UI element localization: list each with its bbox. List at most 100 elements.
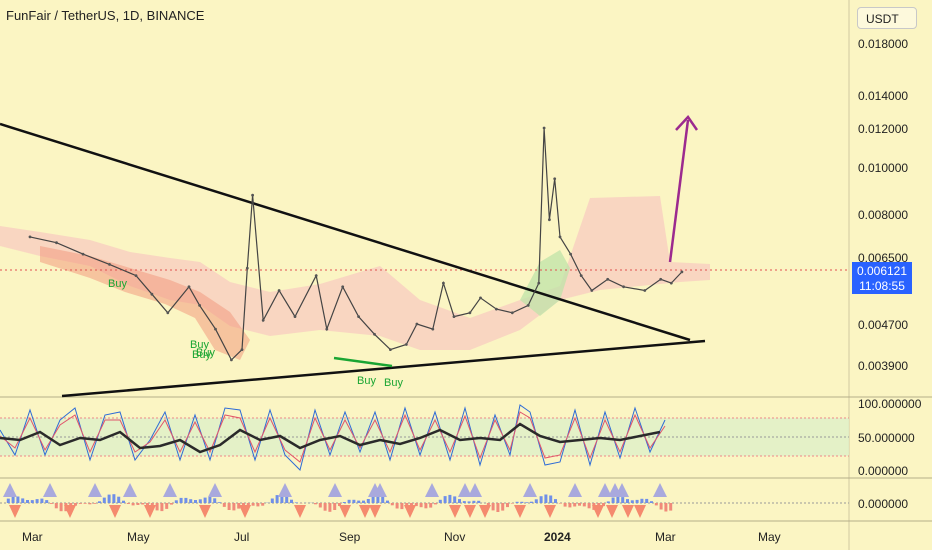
histogram-bar <box>549 495 553 503</box>
price-point <box>373 332 376 336</box>
histogram-bar <box>558 503 562 504</box>
indicator-axis-tick: 0.000000 <box>858 464 908 478</box>
price-point <box>452 315 456 318</box>
histogram-bar <box>170 503 173 505</box>
bar-countdown: 11:08:55 <box>859 279 905 293</box>
signal-triangle-down <box>634 505 646 518</box>
histogram-bar <box>74 503 77 506</box>
lower-trendline <box>61 339 706 398</box>
histogram-bar <box>395 503 399 509</box>
signal-triangle-down <box>294 505 306 518</box>
x-axis-tick: May <box>758 530 781 544</box>
buy-signal-line <box>333 356 393 368</box>
projection-arrow-line <box>668 119 690 263</box>
price-point <box>404 343 408 346</box>
histogram-bar <box>554 499 557 503</box>
histogram-bar <box>242 503 245 507</box>
histogram-bar <box>371 496 375 503</box>
histogram-bars <box>6 494 673 512</box>
price-point <box>198 304 202 307</box>
signal-triangle-down <box>606 505 618 518</box>
histogram-bar <box>88 503 92 505</box>
price-point <box>431 327 435 331</box>
stoch-k-line <box>0 404 666 471</box>
histogram-bar <box>30 500 34 503</box>
histogram-bar <box>563 503 567 507</box>
histogram-bar <box>352 499 356 503</box>
histogram-bar <box>184 497 188 503</box>
histogram-bar <box>227 503 231 510</box>
histogram-bar <box>290 499 293 503</box>
price-point <box>659 277 663 281</box>
signal-triangle-down <box>359 505 371 518</box>
price-point <box>569 252 572 256</box>
histogram-bar <box>59 503 63 512</box>
cloud-area <box>0 196 710 350</box>
projection-arrow-head <box>675 115 699 131</box>
histogram-bar <box>654 503 658 506</box>
price-axis-tick: 0.014000 <box>858 89 908 103</box>
histogram-bar <box>198 499 202 503</box>
histogram-bar <box>525 502 529 503</box>
price-point <box>542 126 546 130</box>
histogram-bar <box>11 496 15 503</box>
histogram-bar <box>357 500 361 503</box>
currency-button[interactable]: USDT <box>857 7 917 29</box>
chart-title: FunFair / TetherUS, 1D, BINANCE <box>6 8 205 23</box>
histogram-bar <box>126 503 130 504</box>
histogram-bar <box>347 499 351 503</box>
signal-triangle-up <box>523 483 537 497</box>
histogram-bar <box>390 503 394 506</box>
histogram-bar <box>26 500 29 503</box>
histogram-bar <box>520 501 524 503</box>
histogram-bar <box>338 503 341 506</box>
histogram-bar <box>275 495 279 503</box>
price-point <box>389 348 392 351</box>
histogram-bar <box>587 503 591 509</box>
signal-triangle-up <box>653 483 667 497</box>
signal-triangle-down <box>404 505 416 518</box>
price-axis-tick: 0.004700 <box>858 318 908 332</box>
histogram-bar <box>539 496 543 503</box>
histogram-bar <box>635 499 639 503</box>
histogram-bar <box>251 503 255 506</box>
histogram-bar <box>424 503 428 509</box>
histogram-bar <box>213 498 217 503</box>
histogram-bar <box>35 499 39 503</box>
signal-triangle-down <box>514 505 526 518</box>
signal-triangle-down <box>239 505 251 518</box>
histogram-bar <box>602 503 605 507</box>
price-point <box>526 304 530 307</box>
signal-triangle-up <box>278 483 292 497</box>
histogram-bar <box>54 503 58 509</box>
buy-label: Buy <box>357 375 376 387</box>
histogram-bar <box>208 496 212 503</box>
price-point <box>510 311 514 315</box>
x-axis-tick: Mar <box>655 530 676 544</box>
histogram-bar <box>222 503 226 507</box>
buy-label: Buy <box>192 349 211 361</box>
histogram-bar <box>194 500 197 503</box>
histogram-bar <box>40 498 44 503</box>
current-price-tag: 0.006121 11:08:55 <box>852 262 912 294</box>
histogram-bar <box>189 499 193 503</box>
histogram-bar <box>78 503 82 504</box>
histogram-bar <box>155 503 159 511</box>
signal-triangle-down <box>109 505 121 518</box>
price-axis-tick: 0.010000 <box>858 161 908 175</box>
signal-triangle-down <box>464 505 476 518</box>
histogram-bar <box>659 503 663 510</box>
histogram-bar <box>664 503 668 512</box>
histogram-bar <box>467 501 471 503</box>
histogram-bar <box>381 496 385 503</box>
x-axis-tick: Nov <box>444 530 465 544</box>
histogram-bar <box>261 503 265 506</box>
signal-triangle-up <box>163 483 177 497</box>
histogram-bar <box>146 503 149 506</box>
histogram-bar <box>621 497 625 503</box>
signal-triangle-up <box>88 483 102 497</box>
x-axis-tick: Sep <box>339 530 361 544</box>
price-point <box>548 218 551 222</box>
histogram-bar <box>510 503 514 504</box>
